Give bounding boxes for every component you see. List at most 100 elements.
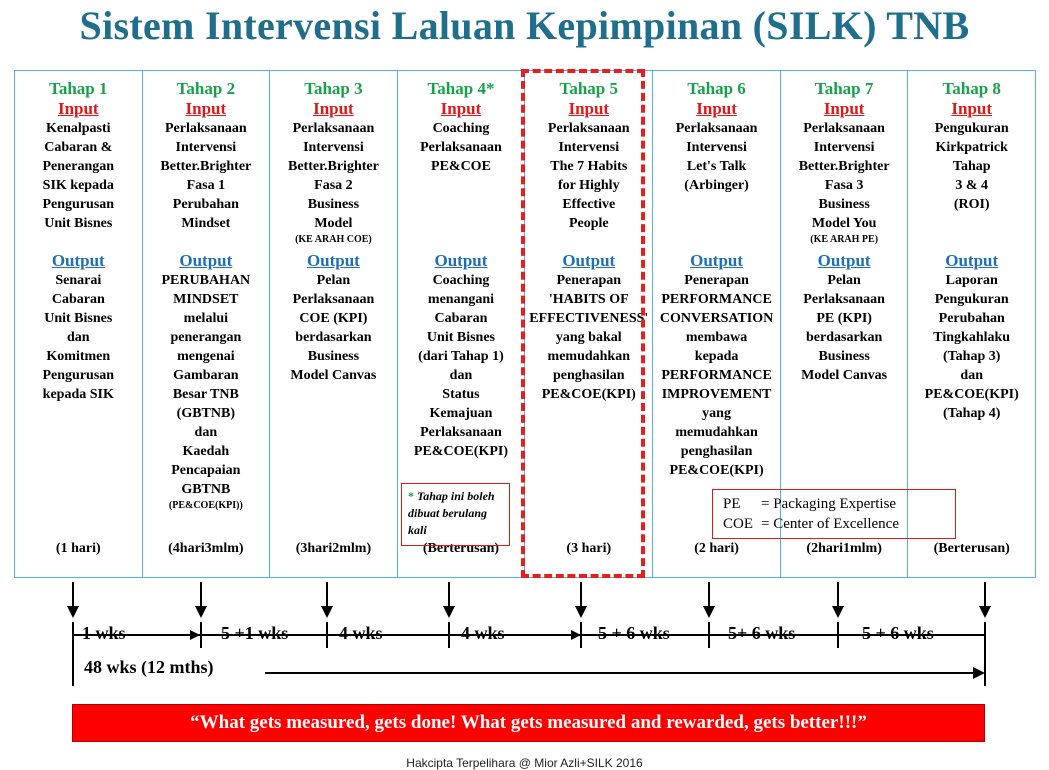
down-arrow-head [321, 606, 333, 618]
stage-duration: (1 hari) [55, 541, 101, 556]
stage-input-block: Tahap 3 Input Perlaksanaan Intervensi Bett… [270, 79, 397, 251]
copyright: Hakcipta Terpelihara @ Mior Azli+SILK 20… [406, 756, 643, 770]
quote-banner: “What gets measured, gets done! What get… [72, 704, 985, 742]
stage-duration: (3 hari) [566, 541, 612, 556]
timeline-segment-label: 1 wks [82, 623, 126, 643]
legend-abbr: PE [723, 496, 741, 512]
down-arrow-head [832, 606, 844, 618]
timeline-segment-label: 5+ 6 wks [728, 623, 796, 643]
page-title: Sistem Intervensi Laluan Kepimpinan (SIL… [79, 3, 970, 48]
input-label: Input [440, 99, 482, 118]
stage-output-text: Coaching menangani Cabaran Unit Bisnes (… [413, 273, 509, 459]
stage-input-text: Pengukuran Kirkpatrick Tahap 3 & 4 (ROI) [934, 121, 1009, 212]
output-label: Output [945, 251, 999, 270]
stage-output-text: Pelan Perlaksanaan COE (KPI) berdasarkan… [290, 273, 377, 383]
legend-abbr: COE [723, 516, 753, 532]
input-label: Input [185, 99, 227, 118]
timeline-segment-label: 5 + 6 wks [598, 623, 670, 643]
stage-input-text: Perlaksanaan Intervensi Better.Brighter … [287, 121, 379, 231]
stage-column: Tahap 7 Input Perlaksanaan Intervensi Bett… [781, 71, 909, 577]
stage-output-text: Senarai Cabaran Unit Bisnes dan Komitmen… [42, 273, 115, 402]
stage-input-text: Coaching Perlaksanaan PE&COE [420, 121, 502, 174]
timeline-total: 48 wks (12 mths) [84, 657, 214, 677]
output-label: Output [51, 251, 105, 270]
stage-output-text: Laporan Pengukuran Perubahan Tingkahlaku… [924, 273, 1019, 421]
stage-duration: (2 hari) [694, 541, 739, 556]
stage-heading: Tahap 3 [304, 79, 363, 98]
stage-duration: (Berterusan) [933, 541, 1010, 556]
legend-row: COE = Center of Excellence [723, 514, 945, 534]
stage-heading: Tahap 4* [427, 79, 495, 98]
timeline-arrows [67, 582, 991, 686]
stage-duration: (2hari1mlm) [806, 541, 882, 556]
legend-row: PE = Packaging Expertise [723, 494, 945, 514]
timeline-segment-label: 5 + 6 wks [862, 623, 934, 643]
repeat-note: * Tahap ini boleh dibuat berulang kali [401, 483, 510, 546]
output-label: Output [179, 251, 233, 270]
stage-duration: (4hari3mlm) [168, 541, 244, 556]
down-arrow-head [443, 606, 455, 618]
stage-input-text: Perlaksanaan Intervensi The 7 Habits for… [547, 121, 630, 231]
output-label: Output [690, 251, 744, 270]
stage-column: Tahap 3 Input Perlaksanaan Intervensi Bett… [270, 71, 398, 577]
stage-input-block: Tahap 4* Input Coaching Perlaksanaan PE&CO… [398, 79, 525, 251]
stage-output-text: PERUBAHAN MINDSET melalui penerangan men… [161, 273, 251, 497]
stage-input-block: Tahap 6 Input Perlaksanaan Intervensi Let'… [653, 79, 780, 251]
stage-input-text: Perlaksanaan Intervensi Let's Talk (Arbi… [675, 121, 758, 193]
stage-input-note: (KE ARAH PE) [810, 234, 879, 245]
stage-heading: Tahap 2 [176, 79, 236, 98]
stage-input-block: Tahap 5 Input Perlaksanaan Intervensi The … [525, 79, 652, 251]
segment-arrow-head [190, 630, 200, 640]
input-label: Input [696, 99, 737, 118]
legend-box: PE = Packaging Expertise COE = Center of E… [712, 489, 956, 539]
stage-heading: Tahap 1 [49, 79, 108, 98]
input-label: Input [823, 99, 865, 118]
stage-output-note: (PE&COE(KPI)) [168, 500, 243, 511]
down-arrow-head [703, 606, 715, 618]
stage-table: Tahap 1 Input Kenalpasti Cabaran & Peneran… [14, 70, 1036, 578]
stage-input-text: Perlaksanaan Intervensi Better.Brighter … [160, 121, 252, 231]
input-label: Input [568, 99, 610, 118]
stage-heading: Tahap 8 [942, 79, 1001, 98]
stage-input-text: Kenalpasti Cabaran & Penerangan SIK kepa… [42, 121, 115, 231]
legend-def: = Center of Excellence [761, 516, 899, 532]
total-arrow-head [973, 667, 985, 679]
input-label: Input [57, 99, 99, 118]
stage-column: Tahap 6 Input Perlaksanaan Intervensi Let'… [653, 71, 781, 577]
input-label: Input [951, 99, 993, 118]
stage-output-text: Pelan Perlaksanaan PE (KPI) berdasarkan … [801, 273, 888, 383]
stage-column: Tahap 8 Input Pengukuran Kirkpatrick Tahap… [908, 71, 1035, 577]
timeline-segment-label: 4 wks [461, 623, 505, 643]
stage-input-block: Tahap 8 Input Pengukuran Kirkpatrick Tahap… [908, 79, 1035, 251]
stage-output-text: Penerapan 'HABITS OF EFFECTIVENESS' yang… [529, 273, 649, 402]
down-arrow-head [979, 606, 991, 618]
down-arrow-head [67, 606, 79, 618]
stage-heading: Tahap 5 [559, 79, 618, 98]
input-label: Input [313, 99, 354, 118]
stage-heading: Tahap 6 [687, 79, 746, 98]
timeline-segment-label: 4 wks [339, 623, 383, 643]
segment-arrow-head [571, 630, 581, 640]
output-label: Output [306, 251, 360, 270]
note-star: * [408, 489, 414, 503]
note-text: Tahap ini boleh dibuat berulang kali [408, 489, 495, 537]
stage-column: Tahap 1 Input Kenalpasti Cabaran & Peneran… [15, 71, 143, 577]
stage-heading: Tahap 7 [814, 79, 874, 98]
timeline-segment-label: 5 +1 wks [221, 623, 289, 643]
output-label: Output [434, 251, 488, 270]
output-label: Output [562, 251, 616, 270]
stage-input-text: Perlaksanaan Intervensi Better.Brighter … [798, 121, 890, 231]
stage-input-block: Tahap 1 Input Kenalpasti Cabaran & Peneran… [15, 79, 142, 251]
stage-output-text: Penerapan PERFORMANCE CONVERSATION memba… [659, 273, 774, 478]
stage-duration: (Berterusan) [422, 541, 500, 556]
stage-column: Tahap 2 Input Perlaksanaan Intervensi Bett… [143, 71, 271, 577]
stage-input-note: (KE ARAH COE) [295, 234, 372, 245]
legend-def: = Packaging Expertise [761, 496, 897, 512]
down-arrow-head [575, 606, 587, 618]
output-label: Output [817, 251, 871, 270]
stage-input-block: Tahap 2 Input Perlaksanaan Intervensi Bett… [143, 79, 270, 251]
stage-input-block: Tahap 7 Input Perlaksanaan Intervensi Bett… [781, 79, 908, 251]
stage-column: Tahap 5 Input Perlaksanaan Intervensi The … [525, 71, 654, 577]
down-arrow-head [195, 606, 207, 618]
stage-duration: (3hari2mlm) [295, 541, 372, 556]
